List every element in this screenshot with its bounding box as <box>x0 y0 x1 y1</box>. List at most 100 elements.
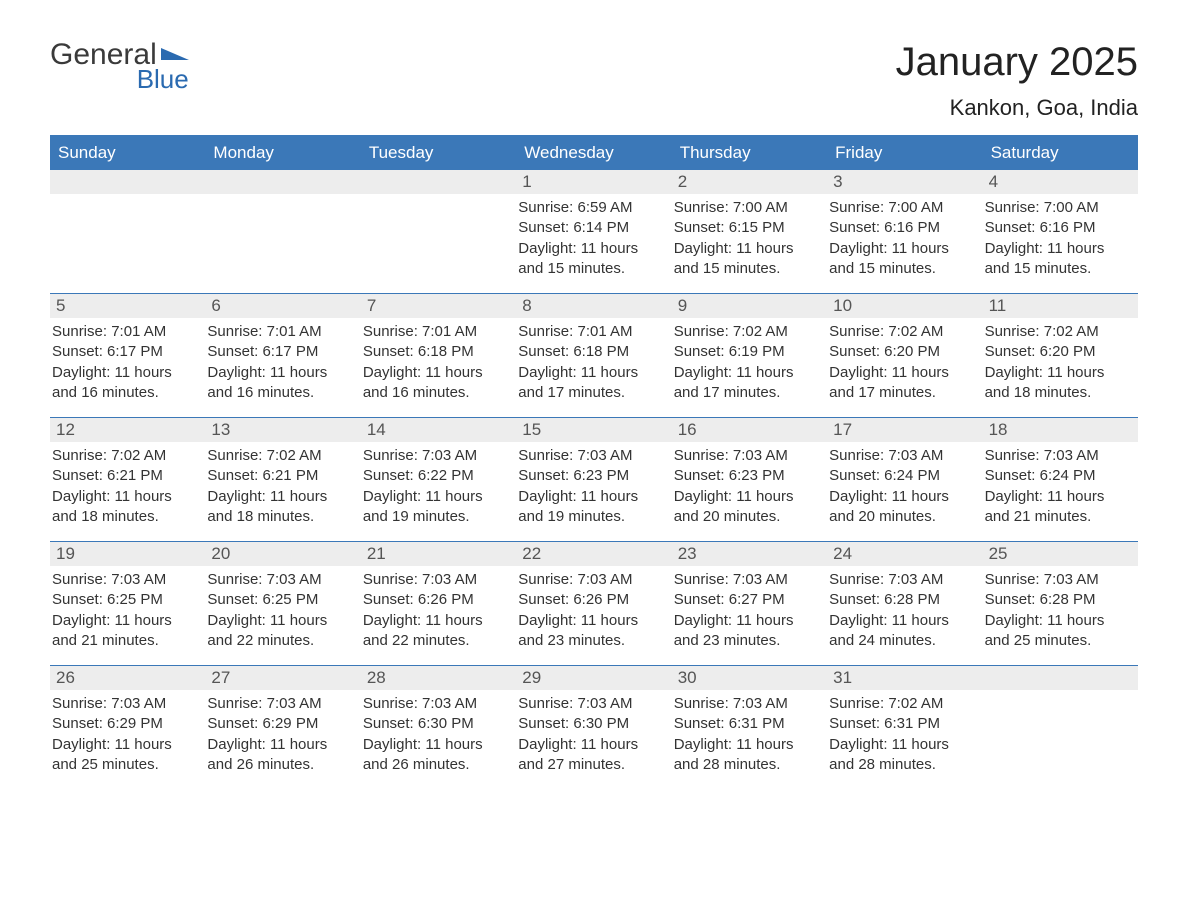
sunset-text: Sunset: 6:27 PM <box>674 590 821 610</box>
daylight-text: Daylight: 11 hours and 19 minutes. <box>363 487 510 528</box>
weekday-header: Wednesday <box>516 137 671 169</box>
daylight-text: Daylight: 11 hours and 16 minutes. <box>363 363 510 404</box>
sunset-text: Sunset: 6:19 PM <box>674 342 821 362</box>
daylight-text: Daylight: 11 hours and 24 minutes. <box>829 611 976 652</box>
daylight-text: Daylight: 11 hours and 21 minutes. <box>985 487 1132 528</box>
daylight-text: Daylight: 11 hours and 18 minutes. <box>985 363 1132 404</box>
daylight-text: Daylight: 11 hours and 28 minutes. <box>674 735 821 776</box>
day-body: Sunrise: 7:02 AMSunset: 6:21 PMDaylight:… <box>205 442 360 541</box>
sunset-text: Sunset: 6:29 PM <box>207 714 354 734</box>
daylight-text: Daylight: 11 hours and 26 minutes. <box>207 735 354 776</box>
day-body: Sunrise: 7:03 AMSunset: 6:24 PMDaylight:… <box>983 442 1138 541</box>
day-body: Sunrise: 7:03 AMSunset: 6:27 PMDaylight:… <box>672 566 827 665</box>
sunset-text: Sunset: 6:24 PM <box>985 466 1132 486</box>
sunrise-text: Sunrise: 7:02 AM <box>674 322 821 342</box>
calendar-day-cell: 18Sunrise: 7:03 AMSunset: 6:24 PMDayligh… <box>983 418 1138 541</box>
sunset-text: Sunset: 6:18 PM <box>518 342 665 362</box>
sunset-text: Sunset: 6:26 PM <box>363 590 510 610</box>
day-number: 28 <box>361 666 516 690</box>
day-number: 5 <box>50 294 205 318</box>
calendar-day-cell: 24 Sunrise: 7:03 AMSunset: 6:28 PMDayligh… <box>827 542 982 665</box>
daylight-text: Daylight: 11 hours and 15 minutes. <box>985 239 1132 280</box>
sunset-text: Sunset: 6:23 PM <box>518 466 665 486</box>
sunset-text: Sunset: 6:18 PM <box>363 342 510 362</box>
sunrise-text: Sunrise: 7:03 AM <box>518 446 665 466</box>
day-number: 6 <box>205 294 360 318</box>
daylight-text: Daylight: 11 hours and 15 minutes. <box>674 239 821 280</box>
sunrise-text: Sunrise: 7:02 AM <box>829 322 976 342</box>
weekday-header: Monday <box>205 137 360 169</box>
day-number: 24 <box>827 542 982 566</box>
sunrise-text: Sunrise: 7:03 AM <box>518 570 665 590</box>
day-body: Sunrise: 7:03 AMSunset: 6:29 PMDaylight:… <box>205 690 360 789</box>
sunrise-text: Sunrise: 7:03 AM <box>207 694 354 714</box>
sunrise-text: Sunrise: 7:03 AM <box>674 694 821 714</box>
sunset-text: Sunset: 6:21 PM <box>52 466 199 486</box>
day-number: 9 <box>672 294 827 318</box>
calendar-day-cell: 15Sunrise: 7:03 AMSunset: 6:23 PMDayligh… <box>516 418 671 541</box>
sunrise-text: Sunrise: 7:01 AM <box>518 322 665 342</box>
calendar-day-cell: 19Sunrise: 7:03 AMSunset: 6:25 PMDayligh… <box>50 542 205 665</box>
sunrise-text: Sunrise: 7:03 AM <box>207 570 354 590</box>
calendar-day-cell <box>983 666 1138 789</box>
daylight-text: Daylight: 11 hours and 22 minutes. <box>207 611 354 652</box>
daylight-text: Daylight: 11 hours and 17 minutes. <box>674 363 821 404</box>
day-number: 13 <box>205 418 360 442</box>
sunset-text: Sunset: 6:28 PM <box>829 590 976 610</box>
day-number: 27 <box>205 666 360 690</box>
day-number: 3 <box>827 170 982 194</box>
calendar-header-row: SundayMondayTuesdayWednesdayThursdayFrid… <box>50 137 1138 169</box>
day-number: 22 <box>516 542 671 566</box>
calendar-day-cell: 31Sunrise: 7:02 AMSunset: 6:31 PMDayligh… <box>827 666 982 789</box>
sunrise-text: Sunrise: 7:00 AM <box>829 198 976 218</box>
sunset-text: Sunset: 6:30 PM <box>363 714 510 734</box>
day-number: 1 <box>516 170 671 194</box>
calendar-day-cell: 16Sunrise: 7:03 AMSunset: 6:23 PMDayligh… <box>672 418 827 541</box>
day-number <box>361 170 516 194</box>
day-number: 4 <box>983 170 1138 194</box>
sunrise-text: Sunrise: 7:03 AM <box>829 570 976 590</box>
day-body: Sunrise: 7:03 AMSunset: 6:24 PMDaylight:… <box>827 442 982 541</box>
sunset-text: Sunset: 6:31 PM <box>674 714 821 734</box>
day-body: Sunrise: 7:03 AMSunset: 6:30 PMDaylight:… <box>361 690 516 789</box>
day-body: Sunrise: 7:03 AMSunset: 6:25 PMDaylight:… <box>205 566 360 665</box>
calendar-day-cell: 25Sunrise: 7:03 AMSunset: 6:28 PMDayligh… <box>983 542 1138 665</box>
calendar-day-cell: 5Sunrise: 7:01 AMSunset: 6:17 PMDaylight… <box>50 294 205 417</box>
calendar-day-cell: 26Sunrise: 7:03 AMSunset: 6:29 PMDayligh… <box>50 666 205 789</box>
day-number: 17 <box>827 418 982 442</box>
calendar-day-cell: 21Sunrise: 7:03 AMSunset: 6:26 PMDayligh… <box>361 542 516 665</box>
sunrise-text: Sunrise: 7:01 AM <box>363 322 510 342</box>
brand-logo: General Blue <box>50 40 189 92</box>
day-number: 23 <box>672 542 827 566</box>
daylight-text: Daylight: 11 hours and 15 minutes. <box>518 239 665 280</box>
title-block: January 2025 Kankon, Goa, India <box>896 40 1138 121</box>
sunset-text: Sunset: 6:25 PM <box>207 590 354 610</box>
daylight-text: Daylight: 11 hours and 25 minutes. <box>985 611 1132 652</box>
day-body: Sunrise: 7:01 AMSunset: 6:17 PMDaylight:… <box>50 318 205 417</box>
day-body: Sunrise: 7:02 AMSunset: 6:20 PMDaylight:… <box>983 318 1138 417</box>
day-body: Sunrise: 7:03 AMSunset: 6:29 PMDaylight:… <box>50 690 205 789</box>
day-number: 14 <box>361 418 516 442</box>
sunset-text: Sunset: 6:17 PM <box>52 342 199 362</box>
calendar-day-cell: 13Sunrise: 7:02 AMSunset: 6:21 PMDayligh… <box>205 418 360 541</box>
sunrise-text: Sunrise: 7:03 AM <box>363 570 510 590</box>
sunset-text: Sunset: 6:30 PM <box>518 714 665 734</box>
day-body: Sunrise: 7:00 AMSunset: 6:15 PMDaylight:… <box>672 194 827 293</box>
day-number: 31 <box>827 666 982 690</box>
day-body: Sunrise: 7:03 AMSunset: 6:26 PMDaylight:… <box>516 566 671 665</box>
calendar-day-cell: 7Sunrise: 7:01 AMSunset: 6:18 PMDaylight… <box>361 294 516 417</box>
sunrise-text: Sunrise: 7:01 AM <box>52 322 199 342</box>
sunrise-text: Sunrise: 7:03 AM <box>363 446 510 466</box>
weekday-header: Friday <box>827 137 982 169</box>
day-body: Sunrise: 7:03 AMSunset: 6:22 PMDaylight:… <box>361 442 516 541</box>
sunrise-text: Sunrise: 7:03 AM <box>829 446 976 466</box>
day-body: Sunrise: 7:01 AMSunset: 6:18 PMDaylight:… <box>516 318 671 417</box>
sunrise-text: Sunrise: 7:02 AM <box>829 694 976 714</box>
daylight-text: Daylight: 11 hours and 17 minutes. <box>829 363 976 404</box>
sunset-text: Sunset: 6:14 PM <box>518 218 665 238</box>
day-number: 25 <box>983 542 1138 566</box>
calendar-day-cell: 14Sunrise: 7:03 AMSunset: 6:22 PMDayligh… <box>361 418 516 541</box>
calendar-body: 1Sunrise: 6:59 AMSunset: 6:14 PMDaylight… <box>50 169 1138 789</box>
calendar-day-cell: 1Sunrise: 6:59 AMSunset: 6:14 PMDaylight… <box>516 170 671 293</box>
calendar-day-cell: 20Sunrise: 7:03 AMSunset: 6:25 PMDayligh… <box>205 542 360 665</box>
